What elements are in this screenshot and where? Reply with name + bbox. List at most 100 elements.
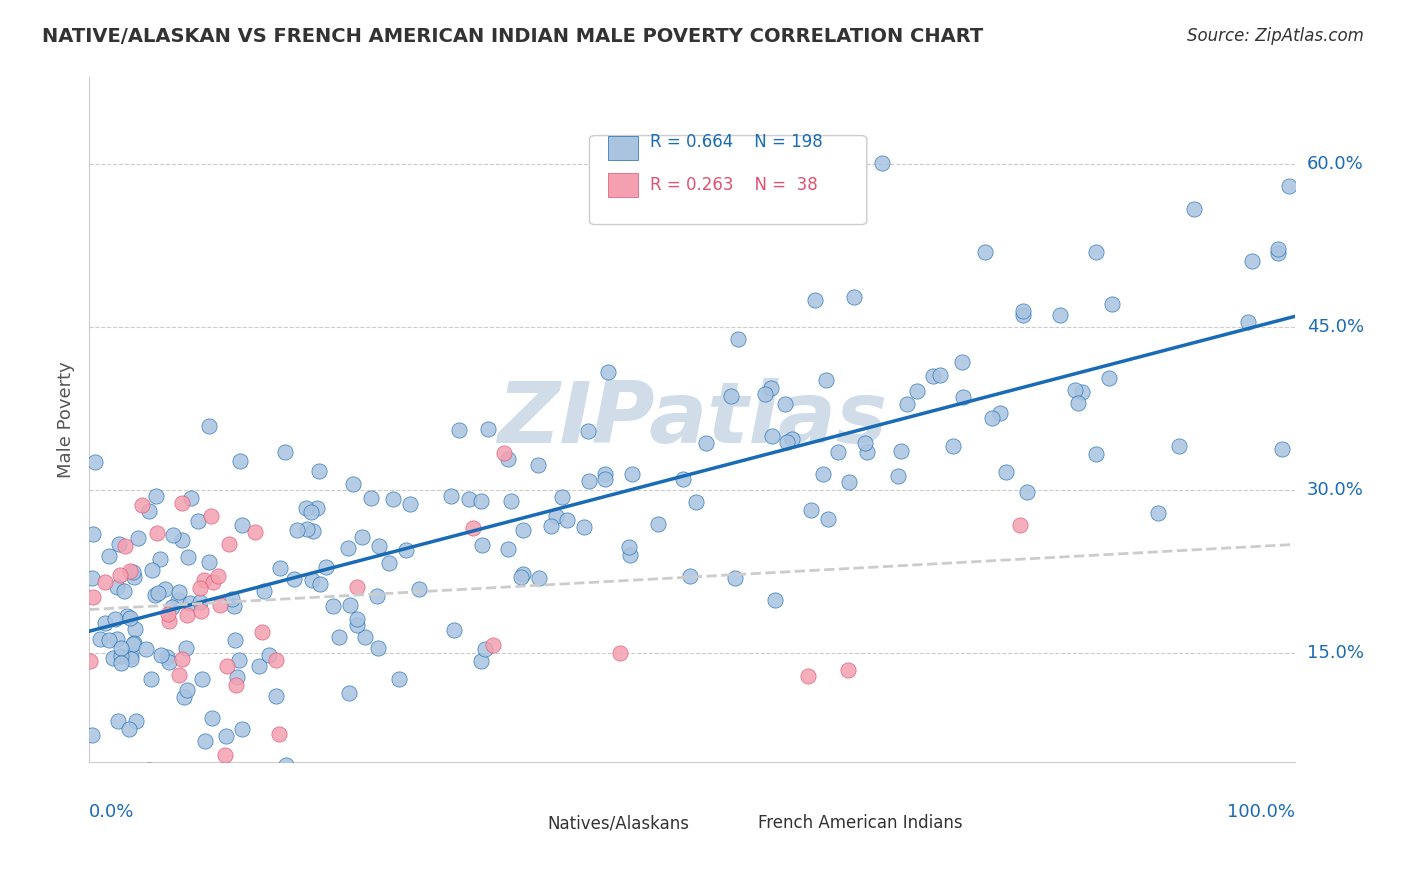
Point (79, 654, 101, 668)
Text: 100.0%: 100.0% (1227, 803, 1295, 821)
Point (887, 468, 910, 483)
Point (295, 501, 318, 516)
Point (1049, 308, 1071, 322)
Point (461, 521, 484, 535)
Point (162, 528, 184, 542)
Point (474, 641, 496, 656)
Point (1070, 384, 1092, 399)
Text: NATIVE/ALASKAN VS FRENCH AMERICAN INDIAN MALE POVERTY CORRELATION CHART: NATIVE/ALASKAN VS FRENCH AMERICAN INDIAN… (42, 27, 983, 45)
Point (149, 648, 172, 662)
Point (179, 596, 201, 610)
Y-axis label: Male Poverty: Male Poverty (58, 361, 75, 478)
Point (149, 551, 172, 566)
Point (131, 498, 153, 512)
Point (981, 411, 1004, 425)
Point (197, 418, 219, 433)
Point (546, 508, 568, 523)
Point (368, 539, 391, 553)
Point (89, 632, 111, 646)
Text: ZIPatlas: ZIPatlas (496, 378, 887, 461)
Point (115, 608, 138, 623)
Point (138, 504, 160, 518)
Point (672, 472, 695, 486)
Point (269, 727, 291, 741)
Point (620, 467, 643, 481)
Point (122, 637, 145, 651)
Point (647, 517, 669, 532)
Point (97, 549, 120, 563)
Point (225, 670, 247, 684)
Point (104, 612, 127, 626)
Point (257, 648, 280, 662)
Point (104, 776, 127, 790)
Point (118, 611, 141, 625)
Point (243, 525, 266, 540)
Point (512, 523, 534, 537)
Point (498, 452, 520, 467)
Point (190, 604, 212, 618)
Point (499, 493, 522, 508)
Point (124, 622, 146, 636)
Point (299, 505, 322, 519)
Point (853, 435, 876, 450)
Point (266, 689, 288, 703)
Point (101, 651, 124, 665)
Bar (723, 813, 752, 833)
Point (759, 381, 782, 395)
Point (110, 641, 132, 656)
Point (114, 540, 136, 554)
Point (301, 573, 323, 587)
Point (194, 734, 217, 748)
Point (80, 571, 103, 585)
Point (218, 537, 240, 551)
Point (1237, 315, 1260, 329)
Point (285, 524, 308, 538)
Point (224, 599, 246, 614)
Point (215, 658, 238, 673)
Point (307, 501, 329, 516)
Point (110, 648, 132, 663)
Point (800, 503, 823, 517)
Bar (607, 136, 638, 160)
Point (773, 397, 796, 411)
Point (82, 728, 104, 742)
Point (360, 491, 382, 505)
Point (124, 636, 146, 650)
Text: Source: ZipAtlas.com: Source: ZipAtlas.com (1187, 27, 1364, 45)
Point (170, 652, 193, 666)
Point (837, 663, 859, 677)
Point (83, 454, 105, 468)
Point (94, 615, 117, 630)
Point (138, 764, 160, 778)
Point (870, 156, 893, 170)
Point (208, 599, 231, 613)
Point (201, 711, 224, 725)
Point (145, 525, 167, 540)
Point (143, 588, 166, 602)
Point (1101, 296, 1123, 310)
Point (695, 436, 717, 450)
Point (761, 429, 783, 443)
Point (173, 690, 195, 704)
Point (929, 368, 952, 383)
Point (679, 569, 702, 583)
Point (494, 446, 516, 460)
Point (724, 571, 747, 585)
Point (395, 543, 418, 558)
Point (231, 722, 253, 736)
Point (94, 575, 117, 590)
Point (122, 565, 145, 579)
Point (399, 497, 422, 511)
Point (350, 530, 373, 544)
Point (160, 600, 183, 615)
Point (896, 397, 918, 411)
Point (118, 564, 141, 578)
Point (120, 652, 142, 666)
Point (1182, 202, 1205, 216)
Point (250, 625, 273, 640)
Text: 45.0%: 45.0% (1308, 318, 1364, 336)
Point (763, 593, 786, 607)
Point (229, 776, 252, 790)
Point (377, 557, 399, 571)
Point (1271, 442, 1294, 457)
